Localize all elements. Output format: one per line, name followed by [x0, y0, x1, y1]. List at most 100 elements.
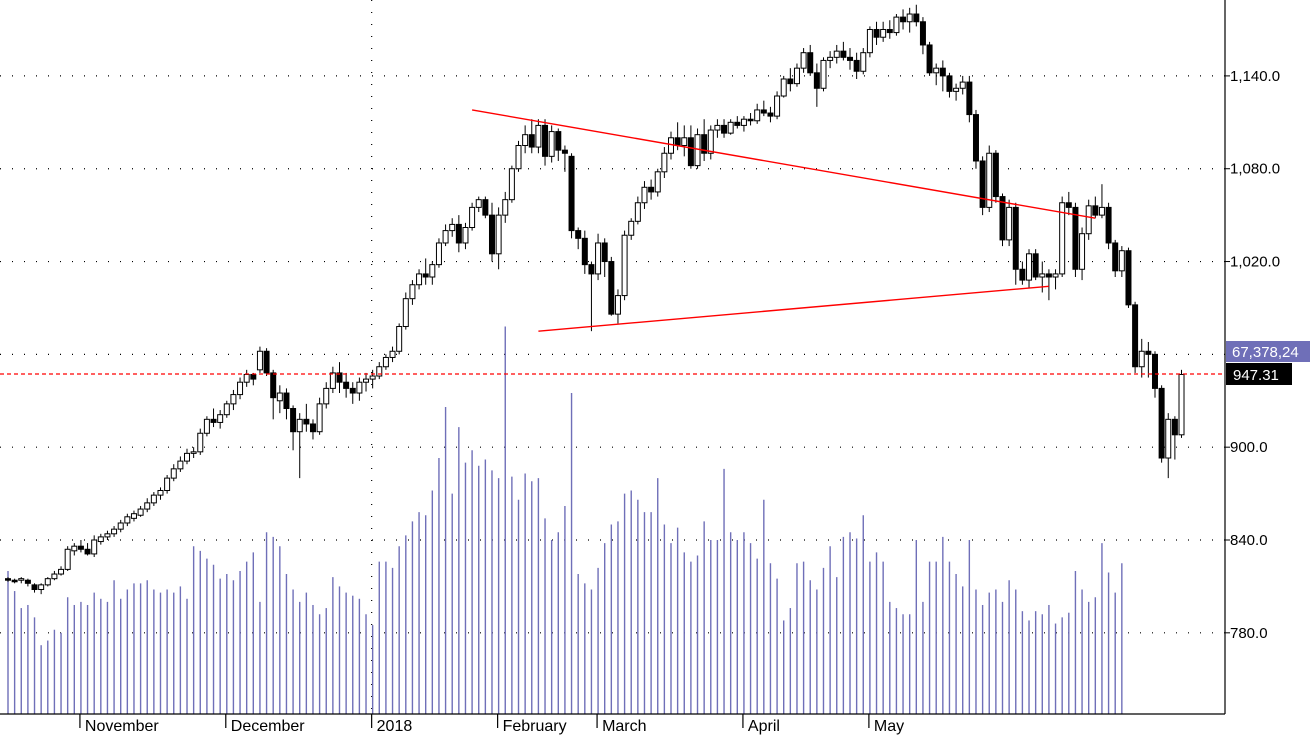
y-tick-label: 780.0	[1230, 625, 1268, 642]
candle	[886, 28, 893, 34]
candle	[1138, 350, 1145, 368]
candle	[661, 152, 668, 173]
candle	[137, 508, 144, 516]
y-tick-label: 840.0	[1230, 532, 1268, 549]
candle	[581, 237, 588, 266]
candle	[1026, 253, 1033, 281]
candle	[164, 477, 171, 491]
candle	[1165, 418, 1172, 459]
candle	[58, 568, 65, 575]
candle	[77, 545, 84, 550]
trendline	[471, 109, 1096, 219]
candle	[111, 528, 118, 535]
candle	[946, 75, 953, 92]
candle	[1012, 206, 1019, 270]
candle	[256, 350, 263, 371]
candle	[694, 134, 701, 167]
candle	[197, 432, 204, 453]
candle	[608, 261, 615, 315]
x-tick-label: December	[231, 718, 305, 735]
candle	[906, 13, 913, 23]
candle	[5, 578, 11, 581]
candle	[51, 573, 58, 580]
candle	[1032, 253, 1039, 278]
candle	[813, 72, 820, 89]
candle	[502, 199, 509, 216]
markers: 67,378,24 947.31	[1226, 341, 1310, 385]
volume-badge	[1226, 341, 1310, 362]
price-badge-label: 947.31	[1233, 367, 1279, 384]
candle	[356, 381, 363, 394]
trendlines	[0, 109, 1225, 375]
candle	[316, 403, 323, 433]
candle	[482, 199, 489, 216]
candle	[575, 230, 582, 239]
candle	[217, 414, 224, 423]
candle	[1059, 202, 1066, 275]
candle	[1065, 202, 1072, 208]
candle	[263, 350, 270, 374]
candle	[190, 451, 197, 454]
candle	[853, 59, 860, 72]
candle	[734, 121, 741, 126]
candle	[992, 152, 999, 198]
candle	[1145, 350, 1152, 355]
x-tick-label: April	[748, 718, 780, 735]
candle	[674, 137, 681, 147]
candle	[641, 186, 648, 204]
candle	[435, 242, 442, 266]
candle	[780, 78, 787, 97]
candle	[250, 373, 257, 380]
candle	[329, 372, 336, 389]
candle	[84, 548, 91, 555]
candle	[747, 118, 754, 122]
candle	[820, 59, 827, 89]
candle	[721, 124, 728, 134]
candle	[913, 13, 920, 23]
trendline	[538, 285, 1049, 332]
candle	[628, 220, 635, 236]
candle	[11, 579, 18, 583]
candle	[31, 584, 38, 591]
candle	[396, 326, 403, 352]
candle	[926, 44, 933, 74]
candle	[966, 81, 973, 116]
candle	[522, 134, 529, 147]
candle	[754, 109, 761, 122]
candle	[827, 56, 834, 61]
candle	[488, 214, 495, 255]
candle	[833, 50, 840, 58]
volume-badge-label: 67,378,24	[1232, 344, 1299, 361]
candle	[760, 109, 767, 114]
candle	[568, 155, 575, 232]
candle	[349, 387, 356, 394]
candle	[933, 67, 940, 74]
candle	[184, 452, 191, 462]
candle	[44, 578, 51, 586]
candle	[296, 418, 303, 433]
candle	[999, 196, 1006, 241]
price-badge	[1226, 362, 1292, 385]
candle	[528, 134, 535, 148]
candle	[38, 584, 45, 591]
candle	[648, 186, 655, 193]
candle	[1045, 273, 1052, 278]
candle	[800, 52, 807, 69]
candle	[475, 199, 482, 208]
candle	[621, 234, 628, 297]
candle	[561, 149, 568, 154]
candle	[416, 273, 423, 286]
candle	[442, 230, 449, 244]
y-tick-label: 1,020.0	[1230, 254, 1280, 271]
candle	[1006, 206, 1013, 241]
candle	[939, 67, 946, 77]
candle	[515, 145, 522, 170]
candle	[1151, 353, 1158, 389]
candle	[1112, 242, 1119, 272]
candle	[1171, 418, 1178, 436]
candle	[303, 418, 310, 425]
candle	[508, 168, 515, 201]
candle	[130, 513, 137, 519]
candle	[24, 579, 31, 584]
